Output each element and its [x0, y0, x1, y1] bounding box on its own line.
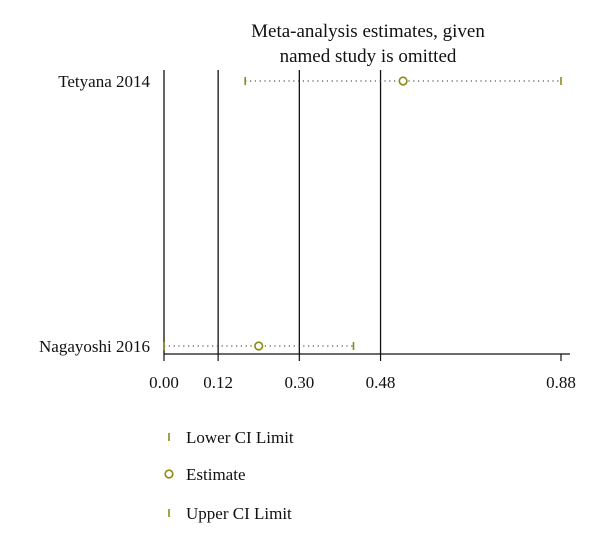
estimate-marker [398, 76, 408, 86]
legend-label: Upper CI Limit [186, 504, 292, 523]
study-label: Nagayoshi 2016 [39, 337, 150, 356]
legend-estimate-marker [164, 469, 174, 479]
x-axis-ticks: 0.00 0.12 0.30 0.48 0.88 [149, 354, 576, 392]
study-rows: Tetyana 2014 Nagayoshi 2016 [39, 72, 562, 356]
estimate-marker [254, 341, 264, 351]
legend-label: Lower CI Limit [186, 428, 294, 447]
x-tick-label: 0.00 [149, 373, 179, 392]
chart-title-line-1: Meta-analysis estimates, given [251, 21, 485, 42]
x-tick-label: 0.30 [284, 373, 314, 392]
x-tick-label: 0.12 [203, 373, 233, 392]
legend: Lower CI Limit Estimate Upper CI Limit [164, 428, 294, 523]
x-tick-label: 0.88 [546, 373, 576, 392]
study-label: Tetyana 2014 [58, 72, 150, 91]
legend-label: Estimate [186, 465, 245, 484]
reference-lines [163, 70, 382, 354]
chart-title-line-2: named study is omitted [280, 46, 457, 67]
x-tick-label: 0.48 [366, 373, 396, 392]
